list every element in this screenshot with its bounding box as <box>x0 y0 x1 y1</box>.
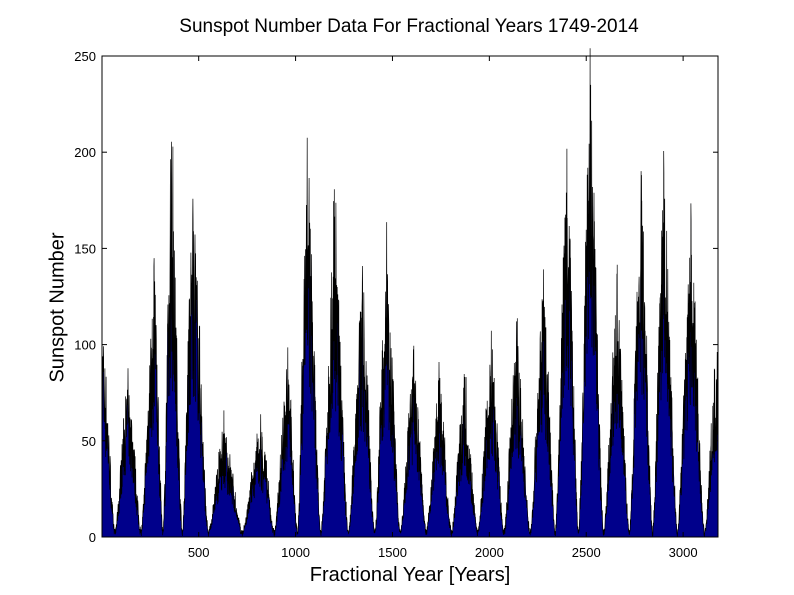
y-tick-label: 250 <box>74 49 96 64</box>
y-tick-label: 0 <box>89 530 96 545</box>
x-tick-label: 1500 <box>378 545 407 560</box>
axis-ticks: 500 1000 1500 2000 2500 3000 0 50 100 150 200 250 <box>74 49 718 560</box>
x-axis-label: Fractional Year [Years] <box>309 564 511 586</box>
x-tick-label: 3000 <box>669 545 698 560</box>
x-tick-label: 1000 <box>281 545 310 560</box>
y-tick-label: 100 <box>74 338 96 353</box>
x-tick-label: 2500 <box>572 545 601 560</box>
sunspot-line <box>101 48 719 538</box>
chart-title: Sunspot Number Data For Fractional Years… <box>179 16 639 37</box>
y-tick-label: 50 <box>82 434 96 449</box>
plot-frame <box>101 55 719 538</box>
x-tick-label: 2000 <box>475 545 504 560</box>
sunspot-area <box>102 48 718 538</box>
y-tick-label: 200 <box>74 145 96 160</box>
sunspot-series <box>101 48 719 538</box>
x-tick-label: 500 <box>188 545 210 560</box>
y-tick-label: 150 <box>74 241 96 256</box>
